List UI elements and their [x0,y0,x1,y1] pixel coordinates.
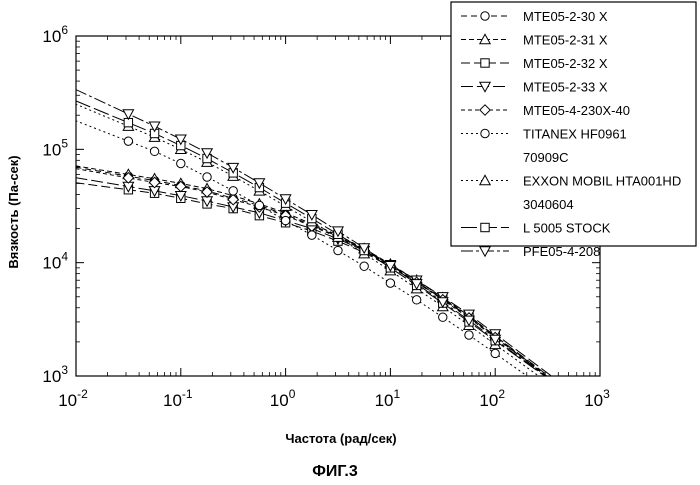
legend-label: MTE05-2-32 X [523,56,608,71]
legend-label: MTE05-2-31 X [523,33,608,48]
data-point [255,201,263,209]
x-tick-label: 102 [479,387,505,410]
y-tick-label: 106 [42,23,68,46]
data-point [124,137,132,145]
data-point [439,313,447,321]
legend-label: L 5005 STOCK [523,221,611,236]
y-tick-label: 103 [42,363,68,386]
x-tick-label: 101 [375,387,401,410]
data-point [123,110,133,119]
data-point [229,187,237,195]
figure-caption: ФИГ.3 [312,463,358,480]
x-axis-title: Частота (рад/сек) [285,431,396,446]
data-point [491,349,499,357]
data-point [281,216,289,224]
y-axis-title: Вязкость (Па-сек) [6,155,21,268]
legend-marker [481,129,489,137]
y-tick-label: 105 [42,136,68,159]
data-point [360,262,368,270]
data-point [465,331,473,339]
legend-marker [481,223,489,231]
x-tick-label: 100 [270,387,296,410]
data-point [386,279,394,287]
legend-label: MTE05-4-230X-40 [523,103,630,118]
legend-label: MTE05-2-30 X [523,9,608,24]
data-point [177,159,185,167]
legend-label: MTE05-2-33 X [523,80,608,95]
legend-marker [481,59,489,67]
x-tick-label: 10-2 [58,387,88,410]
data-point [334,246,342,254]
legend: MTE05-2-30 X MTE05-2-31 X MTE05-2-32 X MTE0… [451,2,696,259]
data-point [308,231,316,239]
x-tick-label: 103 [584,387,610,410]
data-point [150,147,158,155]
legend-label: PFE05-4-208 [523,244,600,259]
data-point [203,173,211,181]
legend-marker [481,12,489,20]
x-tick-label: 10-1 [163,387,193,410]
data-point [412,296,420,304]
y-tick-label: 104 [42,250,68,273]
